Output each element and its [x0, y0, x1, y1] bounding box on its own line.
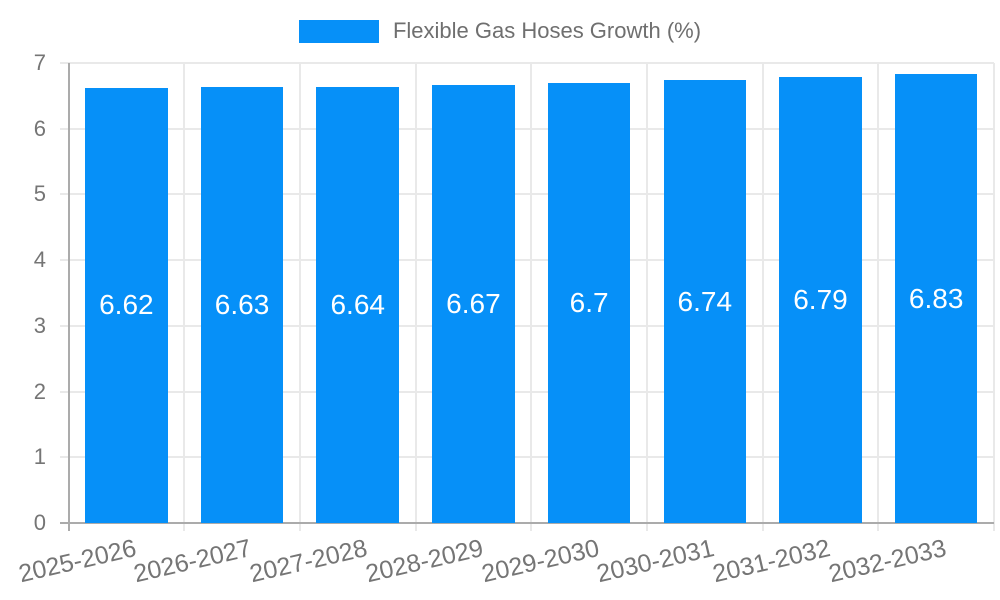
- y-axis-tick-label: 4: [33, 247, 46, 273]
- x-gridline: [761, 63, 764, 523]
- y-axis-tick: [60, 324, 69, 327]
- bar-value-label: 6.62: [99, 289, 154, 321]
- legend-item-growth[interactable]: Flexible Gas Hoses Growth (%): [298, 18, 702, 44]
- x-gridline: [298, 63, 301, 523]
- bar[interactable]: 6.79: [779, 76, 862, 523]
- chart-legend: Flexible Gas Hoses Growth (%): [0, 18, 1000, 44]
- x-gridline: [645, 63, 648, 523]
- bar[interactable]: 6.62: [85, 87, 168, 523]
- x-axis-tick: [183, 523, 186, 531]
- x-axis-tick: [645, 523, 648, 531]
- bar[interactable]: 6.83: [894, 74, 978, 523]
- legend-swatch: [298, 19, 379, 43]
- x-axis-tick: [414, 523, 417, 531]
- y-axis-tick-label: 2: [33, 378, 46, 404]
- y-axis-tick: [60, 62, 69, 64]
- y-axis-tick-label: 3: [33, 312, 46, 338]
- x-axis-tick-label: 2032-2033: [825, 534, 949, 589]
- x-axis-tick: [993, 523, 995, 531]
- x-axis-tick-label: 2030-2031: [594, 534, 718, 589]
- bar-value-label: 6.63: [214, 289, 270, 321]
- bar-value-label: 6.67: [446, 287, 501, 319]
- x-axis-tick: [298, 523, 301, 531]
- y-axis-tick: [60, 390, 69, 393]
- bar[interactable]: 6.67: [432, 84, 515, 523]
- bar[interactable]: 6.63: [200, 87, 284, 523]
- y-axis-tick-label: 6: [33, 115, 46, 141]
- x-axis-tick-label: 2028-2029: [362, 534, 486, 589]
- legend-label: Flexible Gas Hoses Growth (%): [392, 18, 702, 43]
- y-axis-line: [67, 63, 70, 531]
- bar-value-label: 6.7: [569, 286, 609, 318]
- bar-value-label: 6.74: [677, 285, 733, 317]
- y-axis-tick-label: 0: [33, 510, 46, 535]
- bar-value-label: 6.79: [793, 283, 848, 315]
- y-axis-tick: [60, 259, 69, 262]
- x-gridline: [183, 63, 186, 523]
- x-axis-tick: [530, 523, 533, 531]
- x-axis-tick: [877, 523, 880, 531]
- x-axis-line: [60, 522, 994, 524]
- y-axis-tick-label: 7: [33, 50, 46, 75]
- x-gridline: [877, 63, 880, 523]
- y-axis-tick-label: 5: [33, 181, 46, 207]
- x-axis-tick-label: 2026-2027: [131, 534, 255, 589]
- x-axis-tick: [761, 523, 764, 531]
- y-axis-tick: [60, 127, 69, 130]
- bar[interactable]: 6.7: [547, 82, 631, 523]
- bar[interactable]: 6.74: [663, 80, 747, 523]
- y-axis-tick-label: 1: [33, 444, 46, 470]
- x-gridline: [530, 63, 533, 523]
- bar[interactable]: 6.64: [316, 86, 399, 523]
- x-axis-tick-label: 2027-2028: [247, 534, 371, 589]
- bar-value-label: 6.64: [330, 288, 385, 320]
- x-axis-tick-label: 2029-2030: [478, 534, 602, 589]
- y-axis-tick: [60, 456, 69, 459]
- x-axis-tick-label: 2031-2032: [709, 534, 833, 589]
- x-gridline: [414, 63, 417, 523]
- x-axis-tick-label: 2025-2026: [15, 534, 139, 589]
- bar-value-label: 6.83: [908, 282, 964, 314]
- y-axis-tick: [60, 193, 69, 196]
- x-gridline: [993, 63, 995, 523]
